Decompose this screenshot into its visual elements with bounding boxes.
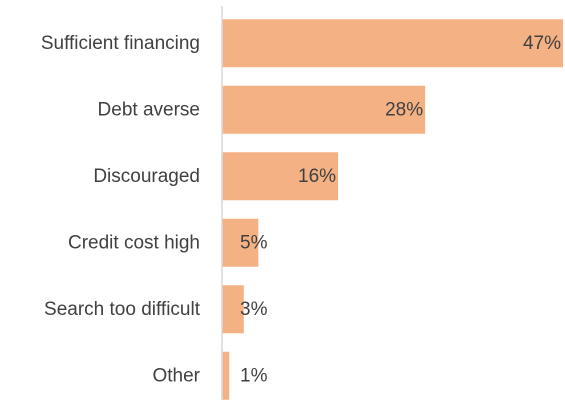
bar-2 [222, 85, 426, 134]
data-label-2: 28% [385, 99, 423, 120]
data-label-5: 3% [240, 299, 268, 320]
data-label-1: 47% [523, 33, 561, 54]
bar-1 [222, 19, 563, 68]
category-label-2: Debt averse [98, 99, 200, 120]
category-label-3: Discouraged [93, 166, 200, 187]
data-label-3: 16% [298, 166, 336, 187]
bar-4 [222, 218, 259, 267]
data-label-4: 5% [240, 232, 268, 253]
category-label-5: Search too difficult [44, 299, 201, 320]
category-label-4: Credit cost high [68, 232, 200, 253]
category-label-6: Other [152, 365, 200, 386]
category-label-1: Sufficient financing [41, 33, 200, 54]
bar-3 [222, 152, 339, 201]
bar-6 [222, 351, 230, 400]
bar-5 [222, 285, 244, 334]
data-label-6: 1% [240, 365, 268, 386]
